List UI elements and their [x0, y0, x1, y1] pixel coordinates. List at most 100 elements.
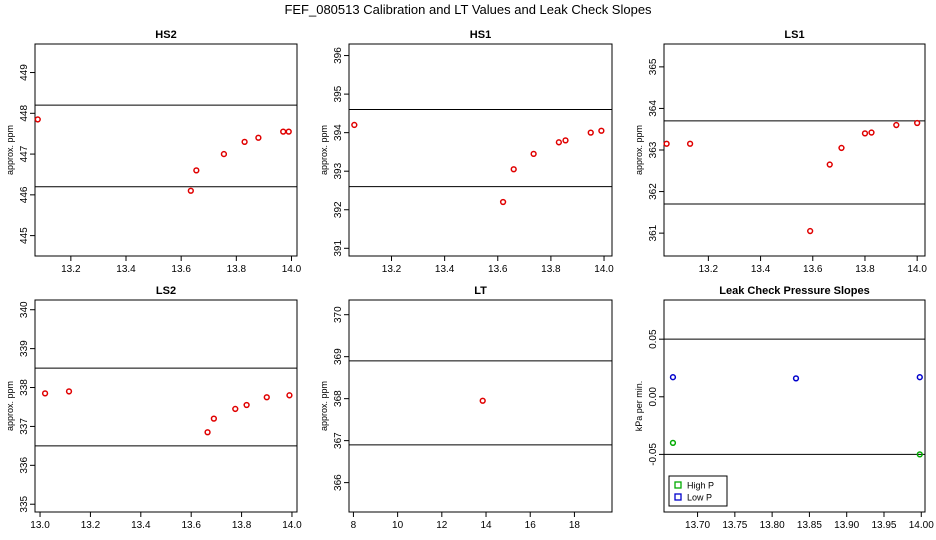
panel-2: HS1 13.2 13.4 13.6 13.8 14.0 391 392 393 394 395 39…	[319, 29, 614, 275]
y-axis-label: approx. ppm	[634, 125, 644, 175]
x-tick-label: 13.90	[834, 520, 859, 531]
data-point	[598, 127, 605, 134]
y-tick-label: 447	[19, 145, 30, 162]
data-point	[263, 394, 270, 401]
x-tick-label: 13.2	[382, 264, 402, 275]
y-tick-label: 394	[333, 124, 344, 141]
x-tick-label: 14.0	[907, 264, 927, 275]
data-point	[280, 128, 287, 135]
y-tick-label: 391	[333, 240, 344, 257]
data-point	[255, 134, 262, 141]
data-point	[807, 227, 814, 235]
y-tick-label: 0.05	[648, 329, 659, 349]
plot-frame	[348, 299, 613, 513]
x-tick-label: 14.0	[282, 520, 302, 531]
legend-marker	[674, 493, 682, 501]
data-point	[914, 119, 921, 127]
panel-title: HS1	[470, 29, 491, 41]
data-point	[210, 415, 218, 422]
plot-frame	[34, 299, 298, 513]
x-tick-label: 13.6	[181, 520, 201, 531]
data-point	[351, 121, 358, 129]
panel-title: LT	[474, 285, 487, 297]
panel-title: Leak Check Pressure Slopes	[719, 285, 869, 297]
data-point	[587, 129, 594, 136]
data-point	[204, 429, 211, 436]
data-point	[669, 374, 677, 381]
data-point	[286, 392, 293, 399]
x-tick-label: 13.8	[227, 264, 247, 275]
y-tick-label: 363	[648, 141, 659, 158]
y-tick-label: 336	[19, 457, 30, 474]
y-tick-label: 449	[19, 64, 30, 81]
y-tick-label: 335	[19, 495, 30, 512]
data-point	[479, 397, 486, 404]
data-point	[187, 187, 194, 194]
y-tick-label: 448	[19, 105, 30, 122]
y-axis-label: approx. ppm	[319, 125, 329, 175]
x-tick-label: 13.80	[760, 520, 785, 531]
panel-4: LS2 13.0 13.2 13.4 13.6 13.8 14.0 335 336 337 338 3…	[5, 285, 302, 531]
panel-6: Leak Check Pressure Slopes 13.70 13.75 13.8…	[634, 285, 934, 531]
x-tick-label: 14.0	[594, 264, 614, 275]
x-tick-label: 13.6	[488, 264, 508, 275]
data-point	[893, 121, 900, 129]
x-tick-label: 13.6	[803, 264, 823, 275]
data-point	[686, 140, 694, 147]
data-point	[826, 161, 833, 168]
y-tick-label: 361	[648, 224, 659, 241]
x-tick-label: 14	[480, 520, 492, 531]
data-point	[510, 166, 517, 173]
x-tick-label: 13.4	[116, 264, 136, 275]
x-tick-label: 13.4	[131, 520, 151, 531]
panel-5: LT 8 10 12 14 16 18 366 367 368 369 370 approx. ppm	[319, 285, 613, 531]
panel-1: HS2 13.2 13.4 13.6 13.8 14.0 445 446 447 448 449 ap…	[5, 29, 302, 275]
data-point	[65, 388, 73, 395]
y-tick-label: 365	[648, 58, 659, 75]
data-point	[838, 144, 845, 152]
x-tick-label: 13.2	[61, 264, 81, 275]
y-axis-label: approx. ppm	[5, 381, 15, 431]
x-tick-label: 13.0	[30, 520, 50, 531]
panel-title: LS1	[784, 29, 804, 41]
legend-marker	[674, 481, 682, 489]
x-tick-label: 14.0	[282, 264, 302, 275]
data-point	[868, 129, 875, 136]
y-tick-label: 392	[333, 201, 344, 218]
data-point	[669, 439, 677, 447]
y-tick-label: 368	[333, 390, 344, 407]
x-tick-label: 12	[436, 520, 448, 531]
y-axis-label: approx. ppm	[319, 381, 329, 431]
x-tick-label: 13.95	[871, 520, 896, 531]
y-tick-label: 396	[333, 47, 344, 64]
x-tick-label: 13.4	[751, 264, 771, 275]
x-tick-label: 14.00	[909, 520, 934, 531]
x-tick-label: 13.75	[722, 520, 747, 531]
data-point	[916, 451, 923, 458]
y-tick-label: -0.05	[648, 443, 659, 466]
x-tick-label: 13.6	[171, 264, 191, 275]
y-tick-label: 369	[333, 348, 344, 365]
x-tick-label: 13.2	[699, 264, 719, 275]
y-axis-label: approx. ppm	[5, 125, 15, 175]
data-point	[530, 150, 537, 158]
figure-title: FEF_080513 Calibration and LT Values and…	[284, 2, 652, 17]
y-tick-label: 370	[333, 306, 344, 323]
x-tick-label: 8	[351, 520, 357, 531]
x-tick-label: 18	[569, 520, 581, 531]
data-point	[285, 128, 292, 135]
y-axis-label: kPa per min.	[634, 381, 644, 432]
y-tick-label: 362	[648, 183, 659, 200]
data-point	[41, 390, 49, 397]
data-point	[555, 139, 563, 146]
data-point	[916, 374, 923, 381]
data-point	[220, 150, 228, 158]
y-tick-label: 367	[333, 432, 344, 449]
x-tick-label: 10	[392, 520, 404, 531]
panel-3: LS1 13.2 13.4 13.6 13.8 14.0 361 362 363 364 365 ap…	[634, 29, 927, 275]
y-tick-label: 340	[19, 301, 30, 318]
panel-title: LS2	[156, 285, 176, 297]
data-point	[241, 138, 248, 145]
y-tick-label: 445	[19, 227, 30, 244]
